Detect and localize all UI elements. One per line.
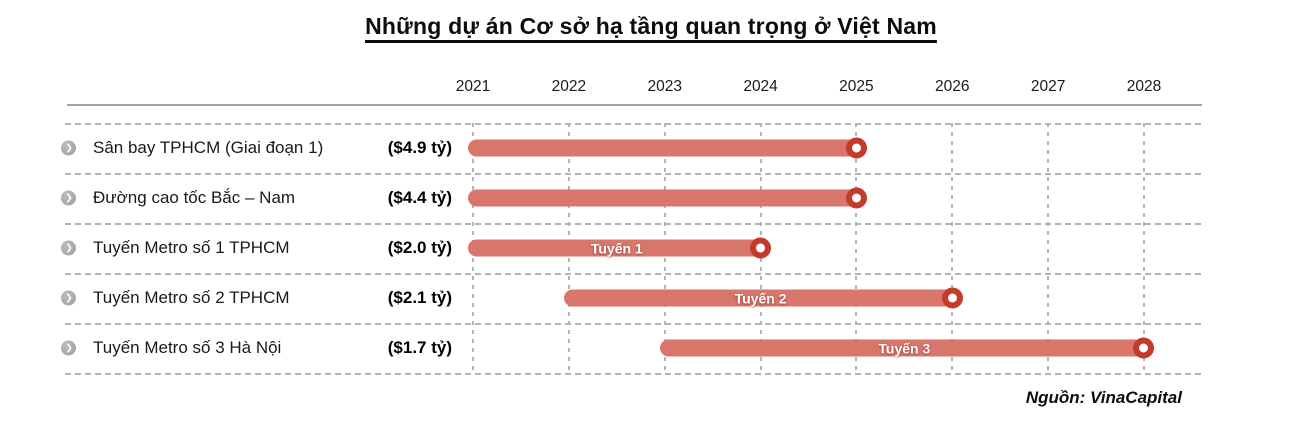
milestone-marker bbox=[845, 187, 867, 209]
horizontal-gridline bbox=[65, 273, 1205, 275]
project-label: Đường cao tốc Bắc – Nam bbox=[93, 188, 296, 207]
chevron-right-bullet-icon: ❯ bbox=[61, 340, 76, 356]
source-credit: Nguồn: VinaCapital bbox=[1025, 388, 1182, 407]
milestone-marker bbox=[941, 287, 963, 309]
year-tick-label: 2027 bbox=[1030, 78, 1066, 95]
vertical-gridline bbox=[951, 123, 954, 374]
bar-label: Tuyến 2 bbox=[734, 290, 787, 306]
project-label: Tuyến Metro số 2 TPHCM bbox=[93, 288, 290, 307]
gantt-row: ❯ Tuyến Metro số 3 Hà Nội ($1.7 tỷ) Tuyế… bbox=[0, 323, 1314, 373]
project-cost: ($4.9 tỷ) bbox=[387, 138, 452, 157]
gantt-row: ❯ Tuyến Metro số 2 TPHCM ($2.1 tỷ) Tuyến… bbox=[0, 273, 1314, 323]
chevron-right-bullet-icon: ❯ bbox=[61, 190, 76, 206]
chevron-right-bullet-icon: ❯ bbox=[61, 290, 76, 306]
gantt-row: ❯ Tuyến Metro số 1 TPHCM ($2.0 tỷ) Tuyến… bbox=[0, 223, 1314, 273]
horizontal-gridline bbox=[65, 123, 1205, 125]
year-tick-label: 2025 bbox=[839, 78, 874, 95]
gantt-row: ❯ Đường cao tốc Bắc – Nam ($4.4 tỷ) bbox=[0, 173, 1314, 223]
year-tick-label: 2028 bbox=[1126, 78, 1162, 95]
year-tick-label: 2023 bbox=[647, 78, 682, 95]
project-cost: ($1.7 tỷ) bbox=[387, 338, 452, 357]
year-tick-label: 2026 bbox=[935, 78, 970, 95]
project-label: Sân bay TPHCM (Giai đoạn 1) bbox=[93, 138, 324, 157]
vertical-gridline bbox=[855, 123, 858, 374]
milestone-marker bbox=[845, 137, 867, 159]
milestone-marker bbox=[750, 237, 772, 259]
vertical-gridline bbox=[1142, 123, 1145, 374]
project-cost: ($2.1 tỷ) bbox=[387, 288, 452, 307]
horizontal-gridline bbox=[65, 373, 1205, 375]
vertical-gridline bbox=[1047, 123, 1050, 374]
timeline-bar bbox=[468, 139, 862, 157]
chevron-right-bullet-icon: ❯ bbox=[61, 140, 76, 156]
year-tick-label: 2021 bbox=[455, 78, 491, 95]
horizontal-gridline bbox=[65, 223, 1205, 225]
bar-label: Tuyến 3 bbox=[878, 340, 931, 356]
gantt-row: ❯ Sân bay TPHCM (Giai đoạn 1) ($4.9 tỷ) bbox=[0, 123, 1314, 173]
timeline-bar: Tuyến 1 bbox=[468, 239, 766, 257]
project-cost: ($4.4 tỷ) bbox=[387, 188, 452, 207]
year-tick-label: 2024 bbox=[743, 78, 778, 95]
project-label: Tuyến Metro số 1 TPHCM bbox=[93, 238, 290, 257]
horizontal-gridline bbox=[65, 173, 1205, 175]
chart-title: Những dự án Cơ sở hạ tầng quan trọng ở V… bbox=[365, 13, 937, 39]
milestone-marker bbox=[1133, 337, 1155, 359]
year-tick-label: 2022 bbox=[551, 78, 587, 95]
bar-label: Tuyến 1 bbox=[590, 240, 643, 256]
horizontal-gridline bbox=[65, 323, 1205, 325]
timeline-bar: Tuyến 3 bbox=[659, 339, 1149, 357]
project-cost: ($2.0 tỷ) bbox=[387, 238, 452, 257]
project-label: Tuyến Metro số 3 Hà Nội bbox=[93, 338, 282, 357]
chevron-right-bullet-icon: ❯ bbox=[61, 240, 76, 256]
timeline-bar bbox=[468, 189, 862, 207]
timeline-bar: Tuyến 2 bbox=[563, 289, 958, 307]
axis-line bbox=[67, 104, 1202, 106]
